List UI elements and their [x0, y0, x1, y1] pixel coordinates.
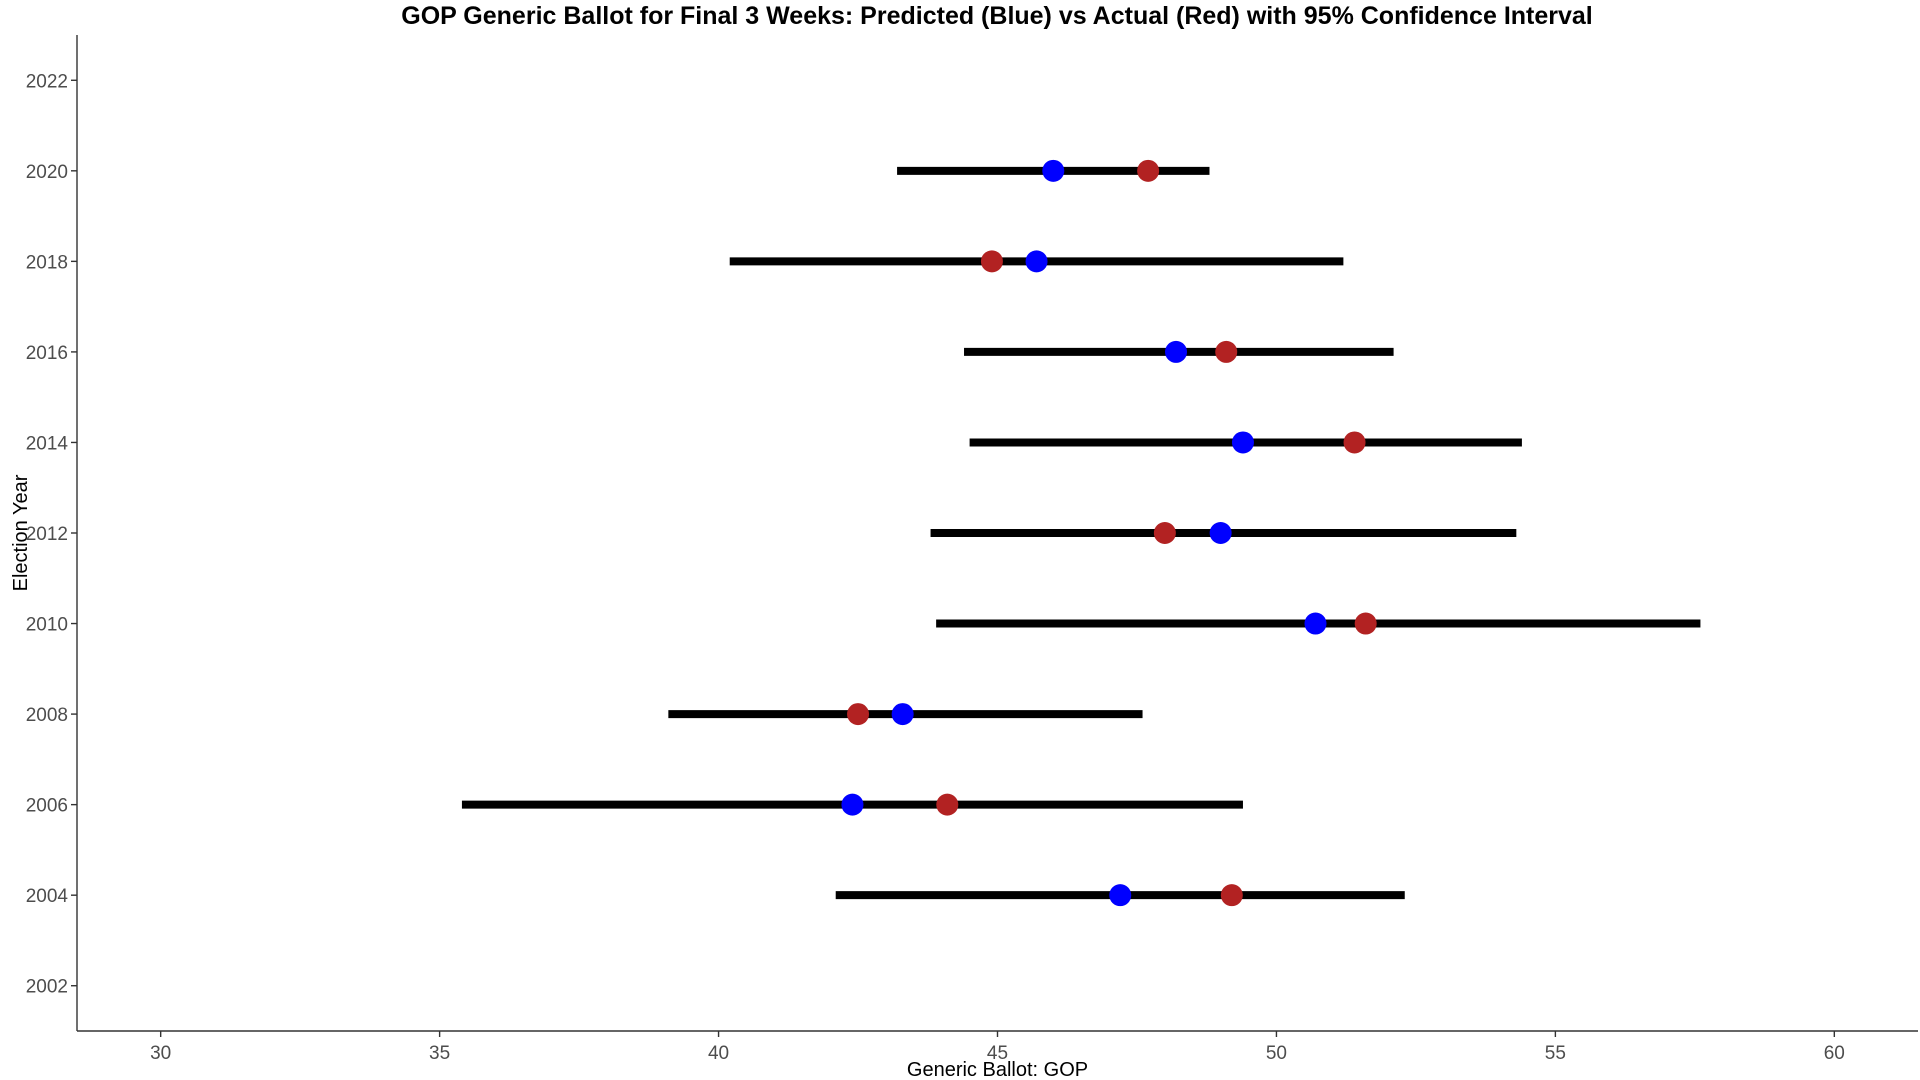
y-axis-title: Election Year	[10, 474, 32, 591]
predicted-point-2008	[891, 703, 914, 726]
x-tick-label: 50	[1266, 1043, 1287, 1064]
y-axis-ticks: 2002 2004 2006 2008 2010 2012 2014 2016 2018 2020…	[26, 71, 77, 998]
y-tick-label: 2004	[26, 886, 69, 907]
predicted-point-2020	[1042, 159, 1065, 182]
y-tick-label: 2006	[26, 796, 68, 817]
x-tick-label: 60	[1824, 1043, 1845, 1064]
x-tick-label: 35	[429, 1043, 450, 1064]
y-tick-label: 2002	[26, 977, 68, 998]
y-tick-label: 2008	[26, 705, 68, 726]
actual-point-2014	[1343, 431, 1366, 454]
actual-point-2010	[1354, 612, 1377, 635]
data-points	[841, 159, 1377, 907]
predicted-point-2014	[1231, 431, 1254, 454]
x-tick-label: 55	[1545, 1043, 1566, 1064]
x-tick-label: 45	[987, 1043, 1008, 1064]
predicted-point-2016	[1165, 340, 1188, 363]
y-tick-label: 2018	[26, 252, 68, 273]
predicted-point-2018	[1025, 250, 1048, 273]
confidence-intervals	[461, 166, 1701, 900]
y-tick-label: 2016	[26, 343, 68, 364]
actual-point-2008	[847, 703, 870, 726]
predicted-point-2006	[841, 793, 864, 816]
actual-point-2012	[1153, 522, 1176, 544]
actual-point-2020	[1137, 159, 1160, 182]
predicted-point-2010	[1304, 612, 1327, 635]
actual-point-2016	[1215, 340, 1238, 363]
y-tick-label: 2012	[26, 524, 68, 545]
actual-point-2006	[936, 793, 959, 816]
y-tick-label: 2020	[26, 162, 68, 183]
x-tick-label: 40	[708, 1043, 729, 1064]
y-tick-label: 2022	[26, 71, 68, 92]
actual-point-2018	[980, 250, 1003, 273]
predicted-point-2004	[1109, 884, 1132, 907]
x-axis-ticks: 30 35 40 45 50 55 60	[150, 1031, 1845, 1064]
chart-title: GOP Generic Ballot for Final 3 Weeks: Pr…	[401, 2, 1593, 30]
y-tick-label: 2014	[26, 433, 69, 454]
x-axis-title: Generic Ballot: GOP	[907, 1059, 1088, 1080]
predicted-point-2012	[1209, 522, 1232, 544]
y-tick-label: 2010	[26, 615, 68, 636]
x-tick-label: 30	[150, 1043, 171, 1064]
actual-point-2004	[1220, 884, 1243, 907]
